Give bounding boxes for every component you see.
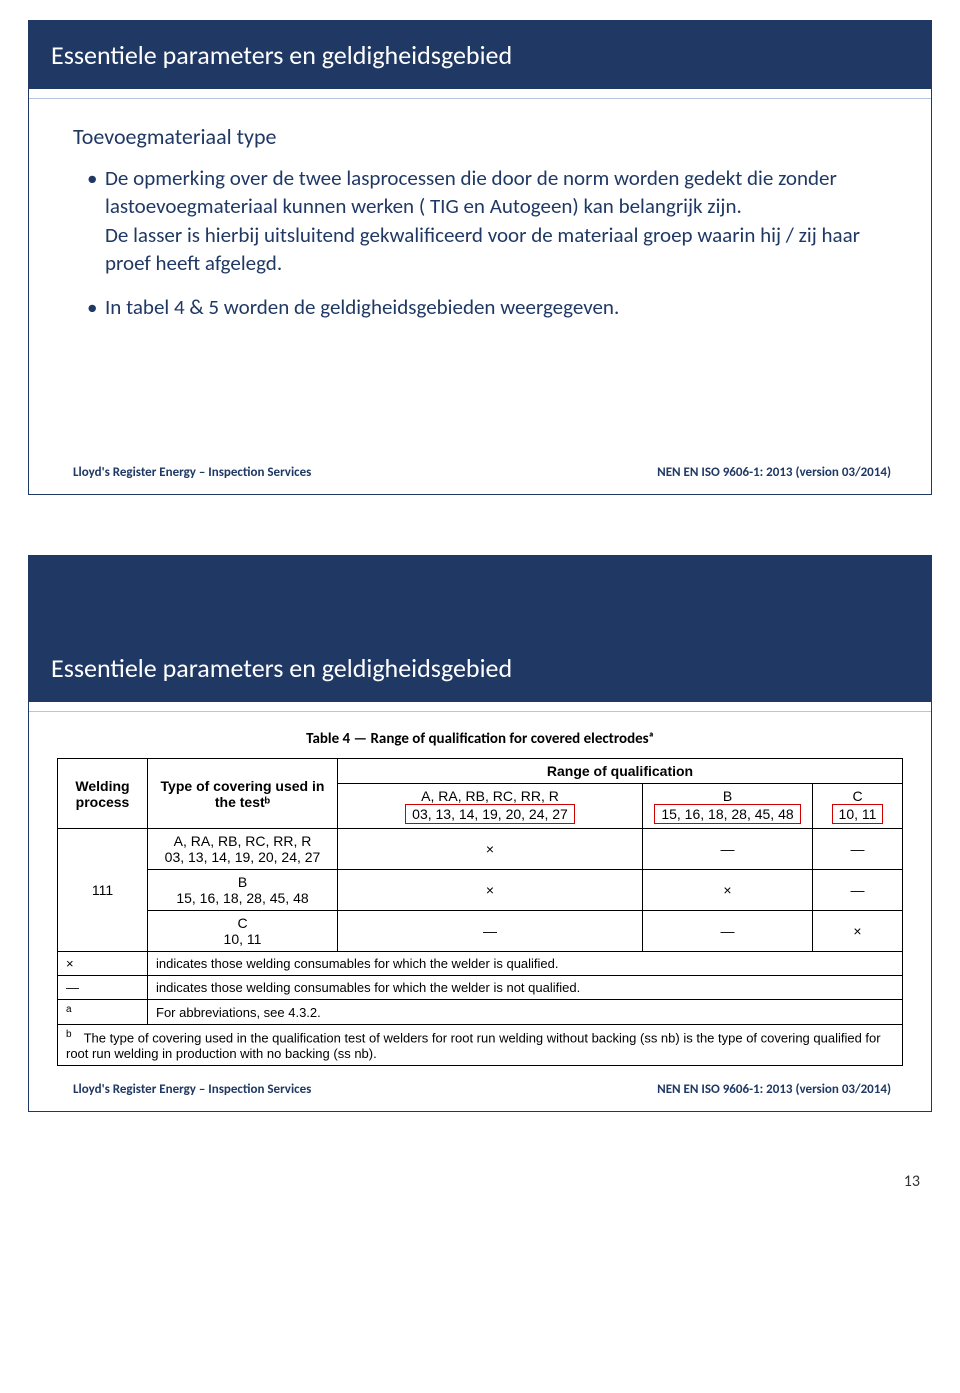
cell-1a: × [338, 829, 643, 870]
cell-2c: — [813, 870, 903, 911]
slide-1-title: Essentiele parameters en geldigheidsgebi… [29, 21, 931, 89]
cell-process: 111 [58, 829, 148, 952]
slide-2-footer: Lloyd's Register Energy – Inspection Ser… [29, 1076, 931, 1111]
t2l2: 15, 16, 18, 28, 45, 48 [156, 890, 329, 906]
sup-a: a [66, 1004, 72, 1015]
subtitle: Toevoegmateriaal type [73, 123, 891, 150]
note-a: For abbreviations, see 4.3.2. [148, 1000, 903, 1025]
cell-2b: × [643, 870, 813, 911]
table-row: Welding process Type of covering used in… [58, 759, 903, 784]
note-row-x: × indicates those welding consumables fo… [58, 952, 903, 976]
bullet-2: In tabel 4 & 5 worden de geldigheidsgebi… [87, 293, 891, 321]
qualification-table: Welding process Type of covering used in… [57, 758, 903, 1066]
note-row-dash: — indicates those welding consumables fo… [58, 976, 903, 1000]
hdr-c: C 10, 11 [813, 784, 903, 829]
cell-3b: — [643, 911, 813, 952]
note-b: The type of covering used in the qualifi… [66, 1031, 881, 1061]
hdr-a-l1: A, RA, RB, RC, RR, R [346, 788, 634, 804]
cell-3a: — [338, 911, 643, 952]
note-x: indicates those welding consumables for … [148, 952, 903, 976]
footer-right: NEN EN ISO 9606-1: 2013 (version 03/2014… [657, 465, 891, 480]
hdr-a: A, RA, RB, RC, RR, R 03, 13, 14, 19, 20,… [338, 784, 643, 829]
note-sym-dash: — [58, 976, 148, 1000]
hdr-b-l1: B [651, 788, 804, 804]
note-sym-x: × [58, 952, 148, 976]
blue-top-band [29, 556, 931, 634]
footer-right: NEN EN ISO 9606-1: 2013 (version 03/2014… [657, 1082, 891, 1097]
note-sup-a: a [58, 1000, 148, 1025]
slide-1-body: Toevoegmateriaal type De opmerking over … [29, 99, 931, 459]
divider [29, 89, 931, 99]
note-row-a: a For abbreviations, see 4.3.2. [58, 1000, 903, 1025]
footer-left: Lloyd's Register Energy – Inspection Ser… [73, 465, 311, 480]
cell-1b: — [643, 829, 813, 870]
hdr-c-l1: C [821, 788, 894, 804]
note-row-b: bThe type of covering used in the qualif… [58, 1025, 903, 1065]
cell-type-3: C 10, 11 [148, 911, 338, 952]
col-welding-process: Welding process [58, 759, 148, 829]
hdr-a-l2: 03, 13, 14, 19, 20, 24, 27 [405, 804, 575, 824]
col-range: Range of qualification [338, 759, 903, 784]
t3l2: 10, 11 [156, 931, 329, 947]
hdr-c-l2: 10, 11 [832, 804, 884, 824]
hdr-b-l2: 15, 16, 18, 28, 45, 48 [654, 804, 800, 824]
col-type-covering: Type of covering used in the testᵇ [148, 759, 338, 829]
table-row: 111 A, RA, RB, RC, RR, R 03, 13, 14, 19,… [58, 829, 903, 870]
slide-1-footer: Lloyd's Register Energy – Inspection Ser… [29, 459, 931, 494]
t2l1: B [156, 874, 329, 890]
t1l1: A, RA, RB, RC, RR, R [156, 833, 329, 849]
cell-1c: — [813, 829, 903, 870]
cell-type-1: A, RA, RB, RC, RR, R 03, 13, 14, 19, 20,… [148, 829, 338, 870]
slide-1: Essentiele parameters en geldigheidsgebi… [28, 20, 932, 495]
bullet-list: De opmerking over de twee lasprocessen d… [73, 164, 891, 322]
slide-2: Essentiele parameters en geldigheidsgebi… [28, 555, 932, 1112]
table-row: C 10, 11 — — × [58, 911, 903, 952]
cell-type-2: B 15, 16, 18, 28, 45, 48 [148, 870, 338, 911]
sup-b: b [66, 1029, 72, 1040]
bullet-1: De opmerking over de twee lasprocessen d… [87, 164, 891, 277]
t1l2: 03, 13, 14, 19, 20, 24, 27 [156, 849, 329, 865]
note-b-cell: bThe type of covering used in the qualif… [58, 1025, 903, 1065]
cell-2a: × [338, 870, 643, 911]
divider [29, 702, 931, 712]
t3l1: C [156, 915, 329, 931]
slide-2-title: Essentiele parameters en geldigheidsgebi… [29, 634, 931, 702]
slide-2-body: Table 4 — Range of qualification for cov… [29, 712, 931, 1076]
note-dash: indicates those welding consumables for … [148, 976, 903, 1000]
cell-3c: × [813, 911, 903, 952]
footer-left: Lloyd's Register Energy – Inspection Ser… [73, 1082, 311, 1097]
table-caption: Table 4 — Range of qualification for cov… [57, 730, 903, 748]
hdr-b: B 15, 16, 18, 28, 45, 48 [643, 784, 813, 829]
table-row: B 15, 16, 18, 28, 45, 48 × × — [58, 870, 903, 911]
page-number: 13 [0, 1172, 960, 1191]
